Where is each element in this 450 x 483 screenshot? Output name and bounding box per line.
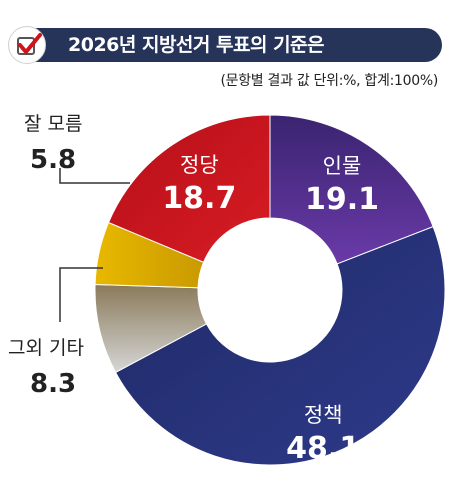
leader-line-other [59,267,103,322]
slice-person [269,114,434,265]
slice-value-unknown: 5.8 [30,145,76,175]
slice-label-policy: 정책 [304,403,343,427]
chart-subtitle: (문항별 결과 값 단위:%, 합계:100%) [220,73,438,89]
title-pill: 2026년 지방선거 투표의 기준은 [22,28,442,62]
check-badge-icon [8,26,46,64]
slice-value-party: 18.7 [162,181,236,216]
slice-value-policy: 48.1 [286,431,360,466]
leader-line-unknown [59,168,130,184]
slice-label-party: 정당 [180,153,219,177]
slice-label-person: 인물 [323,154,362,178]
slice-value-person: 19.1 [305,182,379,217]
slice-label-unknown: 잘 모름 [24,113,82,135]
slice-value-other: 8.3 [30,369,76,399]
slice-party [107,114,271,263]
chart-title: 2026년 지방선거 투표의 기준은 [68,34,325,56]
slice-policy [114,225,446,466]
slice-label-other: 그외 기타 [8,337,84,359]
title-bar: 2026년 지방선거 투표의 기준은 [8,26,442,64]
